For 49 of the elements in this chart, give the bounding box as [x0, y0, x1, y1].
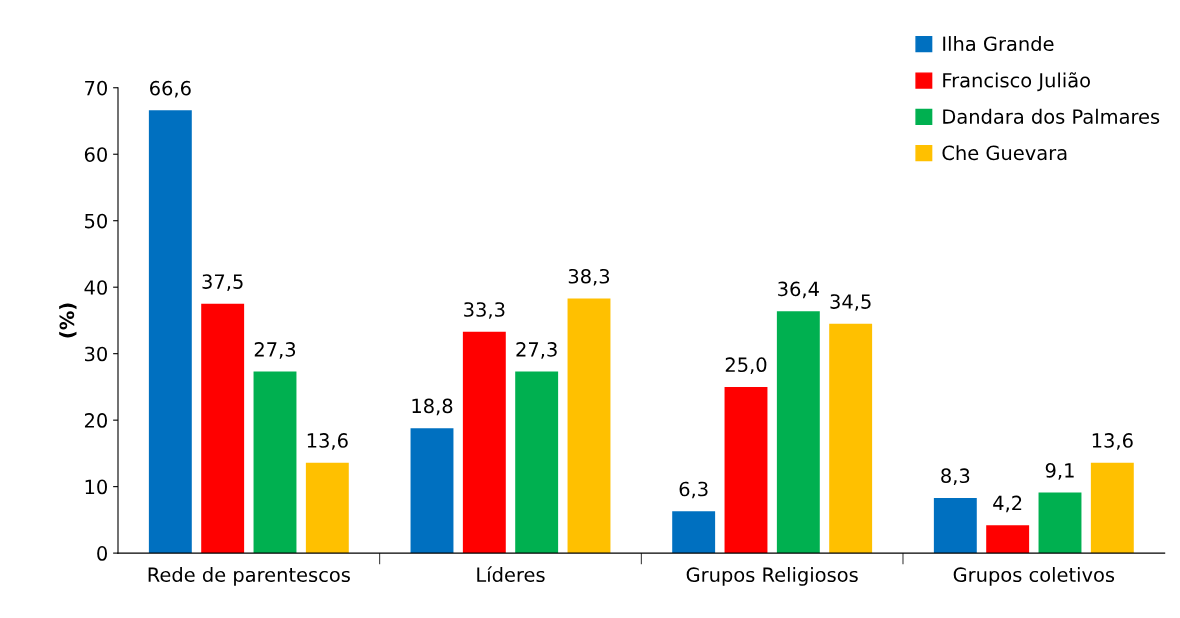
bar — [148, 110, 192, 554]
data-label: 66,6 — [150, 80, 191, 98]
y-tick-label: 20 — [84, 413, 107, 428]
legend-label: Che Guevara — [942, 145, 1067, 161]
data-label: 13,6 — [1092, 433, 1133, 450]
y-tick-label: 70 — [85, 80, 107, 96]
y-tick-label: 0 — [97, 546, 107, 561]
data-label: 27,3 — [254, 342, 296, 359]
x-tick-label: Grupos Religiosos — [686, 567, 858, 586]
legend-label: Francisco Julião — [943, 72, 1090, 92]
data-label: 9,1 — [1045, 463, 1074, 480]
data-label: 6,3 — [679, 481, 708, 499]
data-label: 38,3 — [568, 268, 610, 286]
data-label: 13,6 — [307, 433, 348, 450]
data-label: 36,4 — [778, 281, 819, 299]
bar — [672, 511, 716, 554]
bar — [933, 497, 977, 554]
bar — [776, 311, 820, 554]
data-label: 34,5 — [830, 294, 871, 311]
y-tick-label: 10 — [85, 479, 107, 495]
x-tick-label: Líderes — [477, 566, 545, 583]
bar — [1038, 492, 1082, 554]
x-tick-label: Rede de parentescos — [148, 567, 350, 586]
data-label: 4,2 — [993, 495, 1022, 513]
data-label: 33,3 — [464, 302, 505, 319]
bar — [986, 525, 1030, 554]
bar — [410, 428, 454, 554]
y-axis-title: (%) — [59, 303, 77, 338]
bar — [515, 371, 559, 554]
data-label: 18,8 — [412, 398, 453, 416]
legend-label: Dandara dos Palmares — [943, 108, 1160, 124]
bar — [1090, 462, 1134, 554]
bar — [201, 303, 245, 554]
data-label: 25,0 — [725, 357, 767, 375]
bar — [462, 331, 506, 554]
y-tick-label: 60 — [84, 147, 107, 162]
bar — [305, 462, 349, 554]
data-label: 8,3 — [941, 468, 970, 486]
bar — [567, 298, 611, 554]
bar — [724, 386, 768, 554]
y-tick-label: 40 — [84, 280, 107, 295]
legend-label: Ilha Grande — [943, 36, 1054, 52]
x-tick-label: Grupos coletivos — [953, 567, 1115, 586]
bar — [253, 371, 297, 554]
bar — [829, 323, 873, 554]
data-label: 27,3 — [516, 342, 557, 359]
data-label: 37,5 — [202, 274, 243, 291]
y-tick-label: 50 — [85, 213, 107, 229]
y-tick-label: 30 — [85, 346, 107, 362]
